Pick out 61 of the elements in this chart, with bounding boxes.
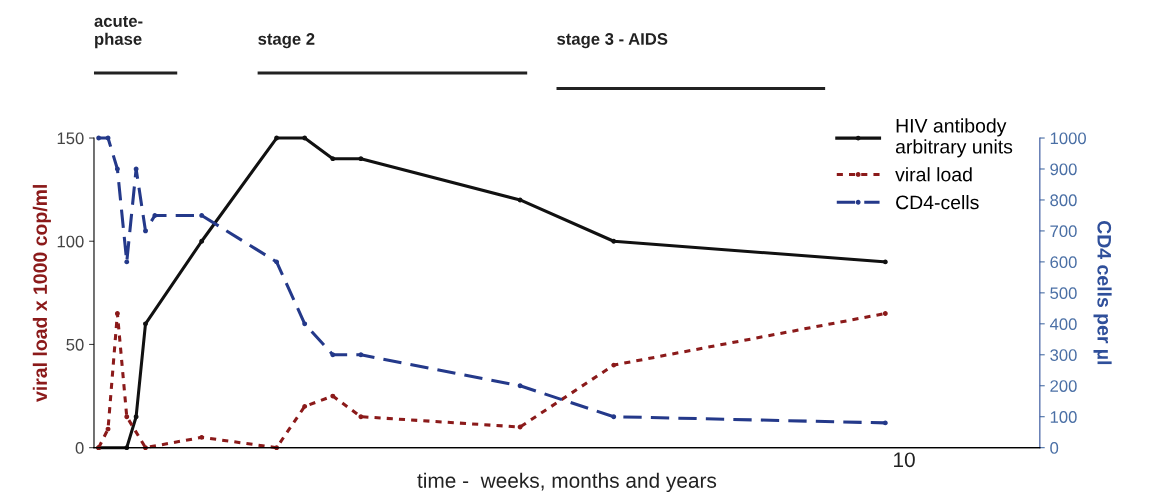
- point: [330, 393, 336, 399]
- point: [302, 321, 308, 327]
- point: [330, 352, 336, 358]
- y2-tick-label: 200: [1050, 380, 1077, 392]
- y2-tick-label: 1000: [1050, 132, 1086, 145]
- y2-axis-title: CD4 cells per µl: [1093, 221, 1112, 365]
- y2-tick-label: 800: [1050, 194, 1077, 207]
- y2-tick-label: 900: [1050, 163, 1077, 176]
- point: [105, 426, 111, 432]
- point: [517, 383, 523, 389]
- point: [114, 311, 120, 316]
- y-tick-label: 100: [57, 235, 84, 248]
- point: [143, 228, 148, 234]
- y2-tick-label: 500: [1050, 287, 1077, 300]
- y-tick-label: 0: [75, 442, 84, 454]
- point: [882, 311, 888, 316]
- point: [124, 414, 130, 420]
- point: [611, 414, 617, 420]
- point: [358, 414, 364, 420]
- y2-tick-label: 300: [1050, 349, 1077, 361]
- point: [882, 420, 888, 426]
- point: [199, 434, 205, 440]
- y-tick-label: 150: [57, 132, 84, 145]
- point: [358, 156, 364, 162]
- point: [114, 166, 120, 172]
- point: [330, 156, 336, 162]
- point: [133, 414, 139, 420]
- point: [143, 321, 148, 327]
- point: [302, 135, 308, 141]
- point: [358, 352, 364, 358]
- y2-tick-label: 400: [1049, 318, 1077, 331]
- text: stage 2: [258, 33, 315, 49]
- point: [105, 135, 111, 141]
- y2-tick-label: 700: [1050, 225, 1077, 238]
- point: [517, 197, 523, 203]
- text: stage 3 - AIDS: [557, 33, 668, 49]
- y-tick-label: 50: [66, 338, 84, 351]
- text: acute- phase: [94, 15, 143, 49]
- y-axis-title: viral load x 1000 cop/ml: [32, 185, 51, 402]
- point: [274, 259, 280, 265]
- point: [199, 238, 205, 244]
- x-axis-title: time - weeks, months and years: [417, 472, 717, 493]
- point: [882, 259, 888, 265]
- point: [199, 213, 205, 218]
- y2-tick-label: 600: [1050, 256, 1077, 269]
- point: [133, 166, 139, 172]
- legend-label: viral load: [895, 167, 972, 182]
- y2-tick-label: 0: [1050, 442, 1059, 454]
- point: [302, 403, 308, 409]
- point: [124, 259, 130, 265]
- point: [517, 424, 523, 430]
- point: [611, 362, 617, 368]
- legend-label: CD4-cells: [896, 195, 979, 210]
- point: [143, 445, 148, 451]
- y2-tick-label: 100: [1050, 411, 1077, 423]
- point: [152, 213, 158, 218]
- point: [611, 238, 617, 244]
- point: [96, 135, 102, 141]
- point: [274, 135, 280, 141]
- legend-label: HIV antibody arbitrary units: [895, 118, 1013, 158]
- x-tick-label: 10: [894, 452, 915, 468]
